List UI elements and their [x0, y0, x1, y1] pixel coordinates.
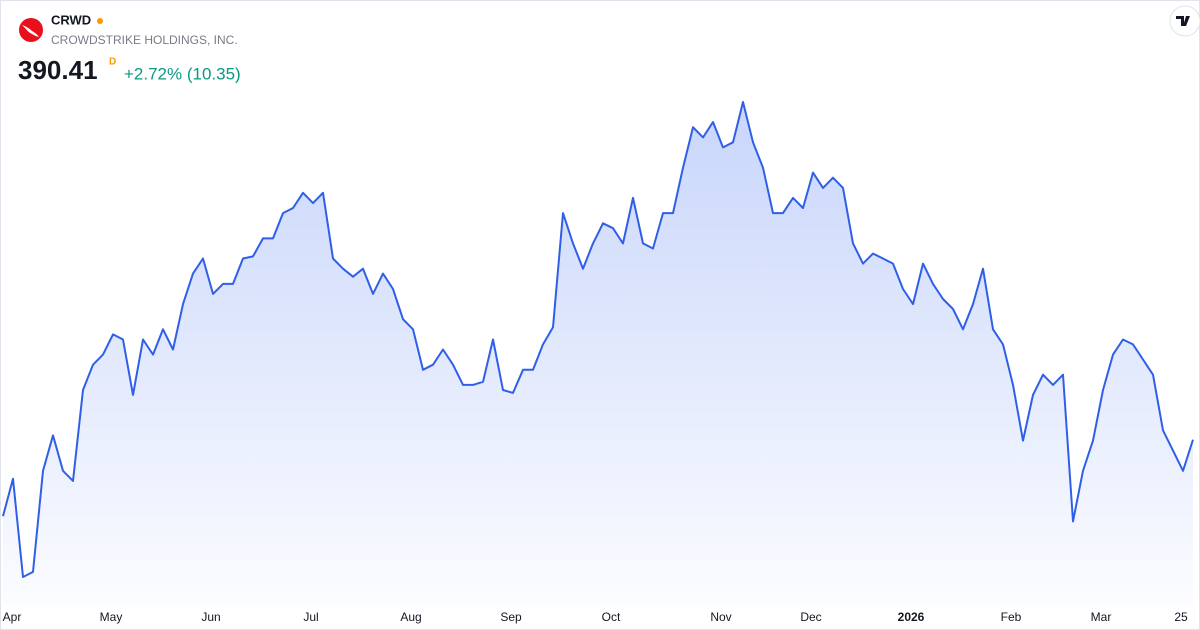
x-tick-label: Mar: [1091, 610, 1112, 624]
x-tick-label: May: [100, 610, 123, 624]
interval: D: [109, 57, 116, 68]
change: +2.72% (10.35): [124, 64, 241, 83]
x-tick-label: Oct: [602, 610, 621, 624]
status-dot: [97, 18, 103, 24]
x-tick-label: Apr: [3, 610, 22, 624]
x-tick-label: Nov: [710, 610, 731, 624]
x-tick-label: Jul: [303, 610, 318, 624]
x-tick-label: 2026: [898, 610, 925, 624]
x-tick-label: 25: [1174, 610, 1188, 624]
x-tick-label: Aug: [400, 610, 421, 624]
logo: [19, 18, 43, 42]
brand-logo[interactable]: [1169, 5, 1200, 37]
x-tick-label: Sep: [500, 610, 522, 624]
price-line: [2, 101, 1194, 578]
price: 390.41: [18, 55, 98, 85]
ticker: CRWD: [51, 12, 91, 27]
x-tick-label: Feb: [1001, 610, 1022, 624]
company-name: CROWDSTRIKE HOLDINGS, INC.: [51, 33, 238, 47]
x-tick-label: Dec: [800, 610, 821, 624]
x-tick-label: Jun: [201, 610, 220, 624]
area-fill: [3, 102, 1193, 605]
